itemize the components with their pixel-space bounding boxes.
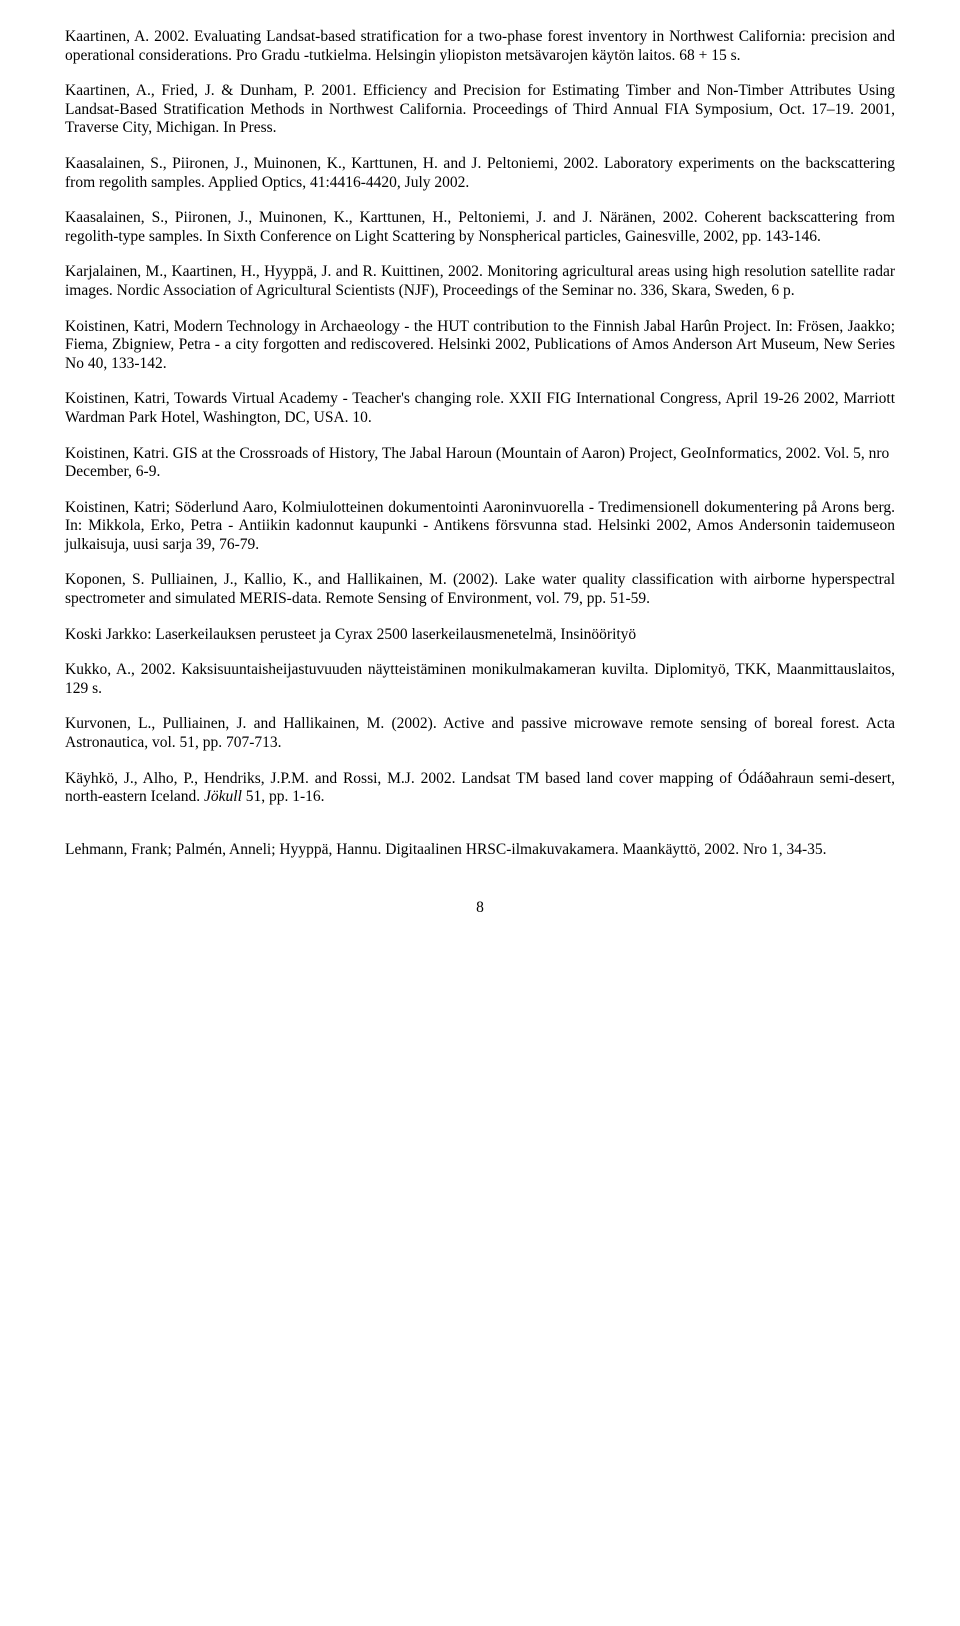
reference-text: Koistinen, Katri; Söderlund Aaro, Kolmiu… (65, 499, 895, 553)
reference-text: Lehmann, Frank; Palmén, Anneli; Hyyppä, … (65, 841, 827, 858)
reference-entry: Kaartinen, A., Fried, J. & Dunham, P. 20… (65, 82, 895, 138)
references-list: Kaartinen, A. 2002. Evaluating Landsat-b… (65, 28, 895, 753)
reference-text: Karjalainen, M., Kaartinen, H., Hyyppä, … (65, 263, 895, 299)
reference-text: Kaartinen, A. 2002. Evaluating Landsat-b… (65, 28, 895, 64)
reference-text: Kaartinen, A., Fried, J. & Dunham, P. 20… (65, 82, 895, 136)
reference-entry: Karjalainen, M., Kaartinen, H., Hyyppä, … (65, 263, 895, 300)
reference-text: Koponen, S. Pulliainen, J., Kallio, K., … (65, 571, 895, 607)
journal-name: Jökull (204, 788, 242, 805)
reference-entry: Koistinen, Katri, Towards Virtual Academ… (65, 390, 895, 427)
reference-entry: Kaasalainen, S., Piironen, J., Muinonen,… (65, 209, 895, 246)
reference-entry: Kukko, A., 2002. Kaksisuuntaisheijastuvu… (65, 661, 895, 698)
reference-text: Koski Jarkko: Laserkeilauksen perusteet … (65, 626, 636, 643)
reference-text: Koistinen, Katri, Towards Virtual Academ… (65, 390, 895, 426)
reference-entry: Koistinen, Katri, Modern Technology in A… (65, 318, 895, 374)
reference-text: Kurvonen, L., Pulliainen, J. and Hallika… (65, 715, 895, 751)
reference-entry: Kaartinen, A. 2002. Evaluating Landsat-b… (65, 28, 895, 65)
reference-text: Kukko, A., 2002. Kaksisuuntaisheijastuvu… (65, 661, 895, 697)
reference-entry: Lehmann, Frank; Palmén, Anneli; Hyyppä, … (65, 841, 895, 860)
page-number: 8 (65, 899, 895, 918)
reference-entry: Koistinen, Katri. GIS at the Crossroads … (65, 445, 895, 482)
reference-entry: Kurvonen, L., Pulliainen, J. and Hallika… (65, 715, 895, 752)
reference-text: Kaasalainen, S., Piironen, J., Muinonen,… (65, 209, 895, 245)
reference-text: Käyhkö, J., Alho, P., Hendriks, J.P.M. a… (65, 770, 895, 806)
reference-text: Koistinen, Katri. GIS at the Crossroads … (65, 445, 889, 481)
reference-entry: Koistinen, Katri; Söderlund Aaro, Kolmiu… (65, 499, 895, 555)
reference-text: 51, pp. 1-16. (242, 788, 325, 805)
reference-entry: Kaasalainen, S., Piironen, J., Muinonen,… (65, 155, 895, 192)
reference-text: Koistinen, Katri, Modern Technology in A… (65, 318, 895, 372)
reference-entry: Koponen, S. Pulliainen, J., Kallio, K., … (65, 571, 895, 608)
reference-entry: Koski Jarkko: Laserkeilauksen perusteet … (65, 626, 895, 645)
reference-entry: Käyhkö, J., Alho, P., Hendriks, J.P.M. a… (65, 770, 895, 807)
reference-text: Kaasalainen, S., Piironen, J., Muinonen,… (65, 155, 895, 191)
